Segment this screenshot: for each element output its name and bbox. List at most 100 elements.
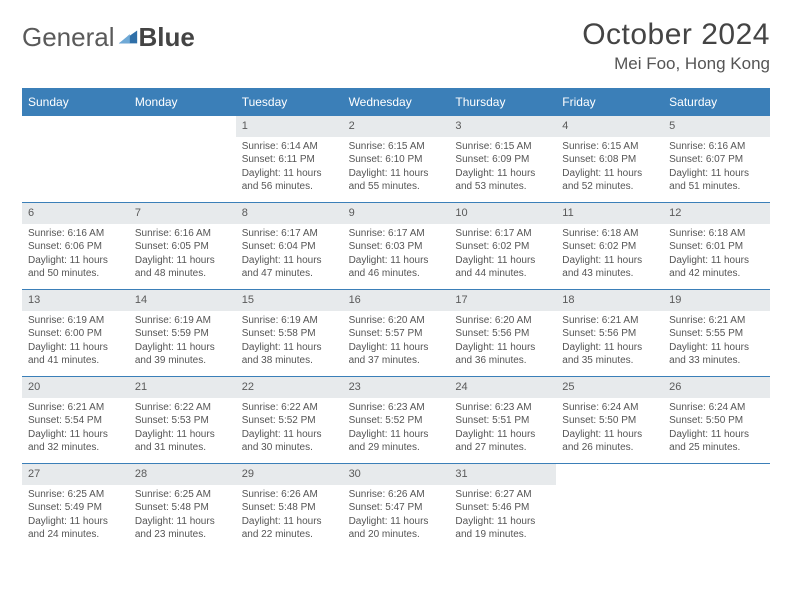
cell-line: Daylight: 11 hours: [349, 515, 445, 529]
calendar-cell: [22, 116, 129, 202]
calendar-cell: 14Sunrise: 6:19 AMSunset: 5:59 PMDayligh…: [129, 290, 236, 376]
cell-line: Daylight: 11 hours: [669, 341, 765, 355]
brand-logo: General Blue: [22, 18, 195, 53]
cell-line: Daylight: 11 hours: [455, 254, 551, 268]
day-number: 25: [556, 377, 663, 398]
dayhead-monday: Monday: [129, 90, 236, 115]
cell-line: Sunset: 5:56 PM: [562, 327, 658, 341]
calendar-cell: 2Sunrise: 6:15 AMSunset: 6:10 PMDaylight…: [343, 116, 450, 202]
dayhead-thursday: Thursday: [449, 90, 556, 115]
cell-line: and 48 minutes.: [135, 267, 231, 281]
cell-line: Sunset: 5:56 PM: [455, 327, 551, 341]
day-number: 23: [343, 377, 450, 398]
day-number: 6: [22, 203, 129, 224]
cell-line: Sunset: 5:52 PM: [242, 414, 338, 428]
dayhead-saturday: Saturday: [663, 90, 770, 115]
cell-line: Sunset: 6:01 PM: [669, 240, 765, 254]
cell-line: Sunset: 6:09 PM: [455, 153, 551, 167]
cell-line: and 56 minutes.: [242, 180, 338, 194]
calendar-cell: 12Sunrise: 6:18 AMSunset: 6:01 PMDayligh…: [663, 203, 770, 289]
day-number: 29: [236, 464, 343, 485]
cell-line: Daylight: 11 hours: [135, 341, 231, 355]
cell-line: Sunset: 6:11 PM: [242, 153, 338, 167]
cell-line: Daylight: 11 hours: [562, 428, 658, 442]
cell-body: Sunrise: 6:25 AMSunset: 5:48 PMDaylight:…: [129, 485, 236, 546]
cell-body: Sunrise: 6:17 AMSunset: 6:03 PMDaylight:…: [343, 224, 450, 285]
cell-body: Sunrise: 6:17 AMSunset: 6:02 PMDaylight:…: [449, 224, 556, 285]
cell-body: Sunrise: 6:27 AMSunset: 5:46 PMDaylight:…: [449, 485, 556, 546]
cell-line: Daylight: 11 hours: [28, 428, 124, 442]
cell-line: and 52 minutes.: [562, 180, 658, 194]
month-title: October 2024: [582, 18, 770, 52]
calendar-cell: 16Sunrise: 6:20 AMSunset: 5:57 PMDayligh…: [343, 290, 450, 376]
cell-line: Daylight: 11 hours: [669, 254, 765, 268]
cell-line: Sunrise: 6:21 AM: [562, 314, 658, 328]
cell-body: Sunrise: 6:16 AMSunset: 6:07 PMDaylight:…: [663, 137, 770, 198]
cell-line: Daylight: 11 hours: [242, 515, 338, 529]
calendar-cell: 18Sunrise: 6:21 AMSunset: 5:56 PMDayligh…: [556, 290, 663, 376]
day-number: 30: [343, 464, 450, 485]
cell-body: Sunrise: 6:15 AMSunset: 6:09 PMDaylight:…: [449, 137, 556, 198]
cell-line: Sunset: 5:59 PM: [135, 327, 231, 341]
cell-body: Sunrise: 6:17 AMSunset: 6:04 PMDaylight:…: [236, 224, 343, 285]
brand-part1: General: [22, 22, 115, 53]
cell-line: Daylight: 11 hours: [562, 167, 658, 181]
cell-body: Sunrise: 6:22 AMSunset: 5:53 PMDaylight:…: [129, 398, 236, 459]
cell-line: Sunrise: 6:22 AM: [135, 401, 231, 415]
cell-line: and 25 minutes.: [669, 441, 765, 455]
day-number: 19: [663, 290, 770, 311]
cell-line: and 32 minutes.: [28, 441, 124, 455]
cell-line: and 35 minutes.: [562, 354, 658, 368]
cell-line: and 50 minutes.: [28, 267, 124, 281]
cell-body: [22, 122, 129, 129]
cell-body: [556, 470, 663, 477]
day-number: 1: [236, 116, 343, 137]
cell-line: and 46 minutes.: [349, 267, 445, 281]
calendar-cell: 6Sunrise: 6:16 AMSunset: 6:06 PMDaylight…: [22, 203, 129, 289]
cell-line: and 53 minutes.: [455, 180, 551, 194]
cell-line: and 55 minutes.: [349, 180, 445, 194]
cell-body: Sunrise: 6:22 AMSunset: 5:52 PMDaylight:…: [236, 398, 343, 459]
cell-line: Daylight: 11 hours: [669, 428, 765, 442]
cell-line: Sunrise: 6:23 AM: [349, 401, 445, 415]
cell-line: Sunrise: 6:20 AM: [349, 314, 445, 328]
header: General Blue October 2024 Mei Foo, Hong …: [22, 18, 770, 74]
day-number: 20: [22, 377, 129, 398]
cell-line: and 44 minutes.: [455, 267, 551, 281]
cell-body: Sunrise: 6:26 AMSunset: 5:48 PMDaylight:…: [236, 485, 343, 546]
calendar-cell: 23Sunrise: 6:23 AMSunset: 5:52 PMDayligh…: [343, 377, 450, 463]
calendar-cell: 3Sunrise: 6:15 AMSunset: 6:09 PMDaylight…: [449, 116, 556, 202]
dayhead-wednesday: Wednesday: [343, 90, 450, 115]
cell-line: Sunrise: 6:23 AM: [455, 401, 551, 415]
cell-line: Daylight: 11 hours: [455, 428, 551, 442]
cell-line: and 22 minutes.: [242, 528, 338, 542]
cell-line: Sunrise: 6:21 AM: [28, 401, 124, 415]
cell-line: Sunset: 5:57 PM: [349, 327, 445, 341]
cell-line: Sunrise: 6:16 AM: [28, 227, 124, 241]
calendar-cell: 8Sunrise: 6:17 AMSunset: 6:04 PMDaylight…: [236, 203, 343, 289]
cell-line: Sunset: 5:46 PM: [455, 501, 551, 515]
day-number: 9: [343, 203, 450, 224]
day-number: 16: [343, 290, 450, 311]
cell-line: Sunset: 6:05 PM: [135, 240, 231, 254]
cell-line: and 37 minutes.: [349, 354, 445, 368]
cell-body: Sunrise: 6:19 AMSunset: 5:59 PMDaylight:…: [129, 311, 236, 372]
cell-body: Sunrise: 6:14 AMSunset: 6:11 PMDaylight:…: [236, 137, 343, 198]
dayhead-friday: Friday: [556, 90, 663, 115]
calendar-cell: 28Sunrise: 6:25 AMSunset: 5:48 PMDayligh…: [129, 464, 236, 550]
day-number: 11: [556, 203, 663, 224]
cell-body: Sunrise: 6:20 AMSunset: 5:57 PMDaylight:…: [343, 311, 450, 372]
cell-body: Sunrise: 6:18 AMSunset: 6:02 PMDaylight:…: [556, 224, 663, 285]
week-row: 27Sunrise: 6:25 AMSunset: 5:49 PMDayligh…: [22, 463, 770, 550]
location-label: Mei Foo, Hong Kong: [582, 54, 770, 74]
day-number: 3: [449, 116, 556, 137]
calendar-cell: 30Sunrise: 6:26 AMSunset: 5:47 PMDayligh…: [343, 464, 450, 550]
cell-line: Daylight: 11 hours: [349, 254, 445, 268]
cell-line: and 39 minutes.: [135, 354, 231, 368]
cell-line: Sunset: 5:48 PM: [242, 501, 338, 515]
week-row: 1Sunrise: 6:14 AMSunset: 6:11 PMDaylight…: [22, 115, 770, 202]
cell-body: Sunrise: 6:23 AMSunset: 5:52 PMDaylight:…: [343, 398, 450, 459]
cell-line: Daylight: 11 hours: [135, 428, 231, 442]
dayhead-sunday: Sunday: [22, 90, 129, 115]
cell-line: Sunrise: 6:26 AM: [349, 488, 445, 502]
